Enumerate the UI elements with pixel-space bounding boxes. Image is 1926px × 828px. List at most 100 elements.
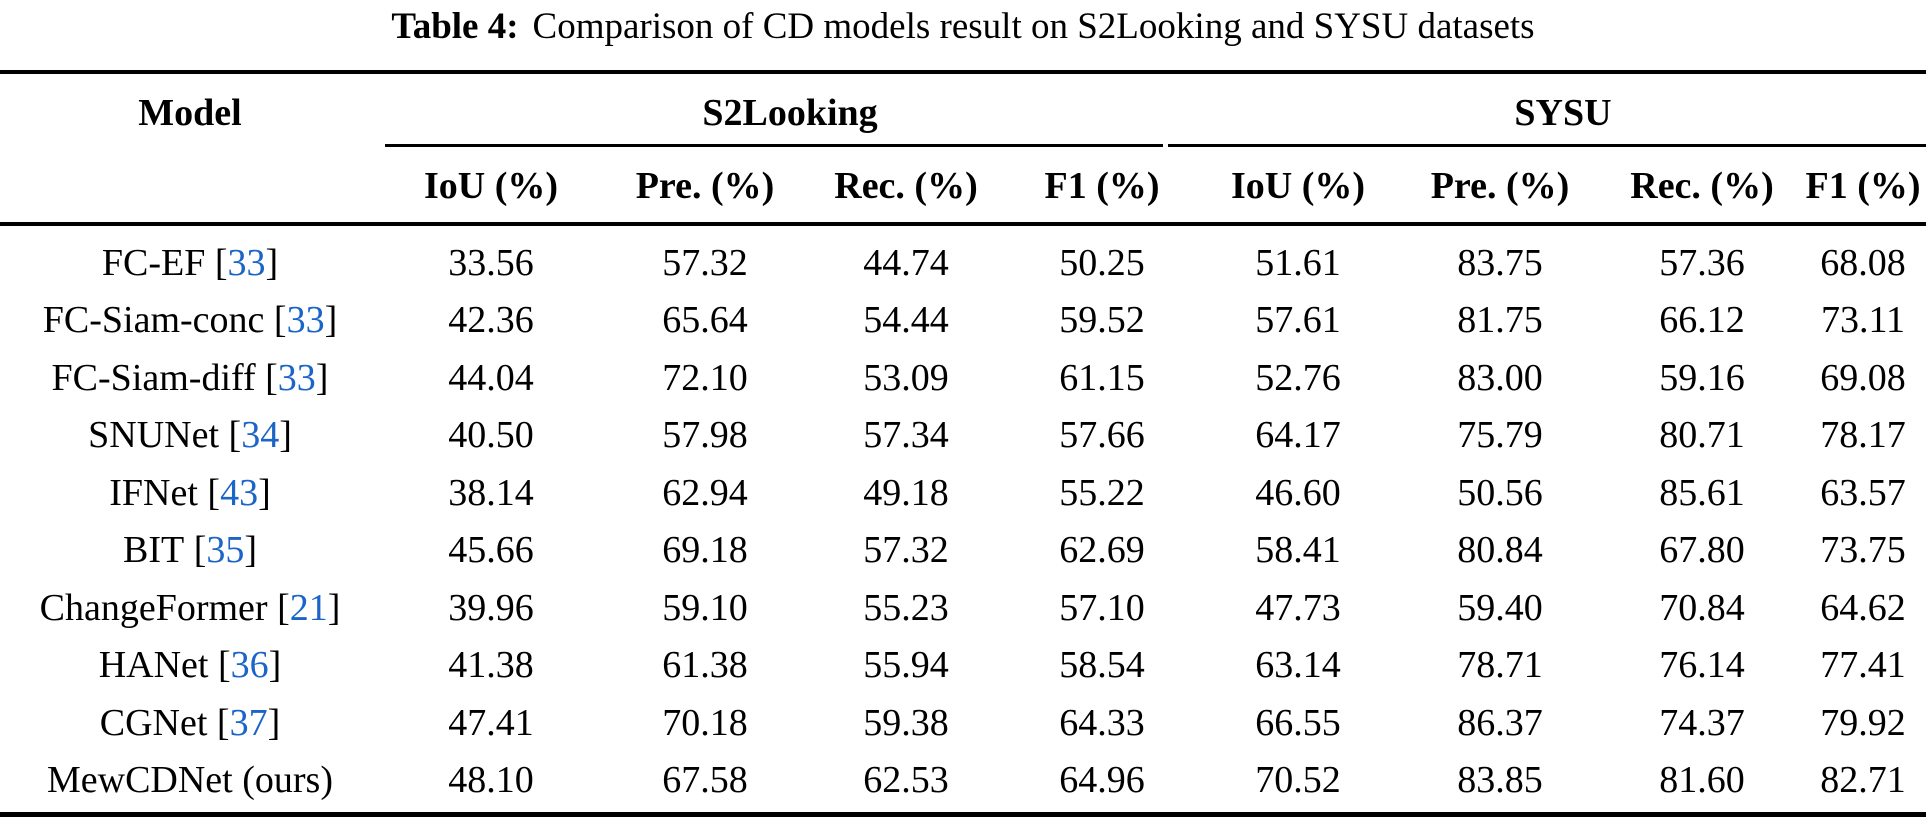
metric-value: 57.32 bbox=[863, 529, 949, 572]
metric-value: 40.50 bbox=[448, 414, 534, 457]
metric-value: 67.80 bbox=[1659, 529, 1745, 572]
citation-bracket-close: ] bbox=[258, 471, 271, 514]
model-name: SNUNet [34] bbox=[0, 407, 380, 465]
column-header-sysu-pre: Pre. (%) bbox=[1430, 165, 1570, 207]
model-name: FC-Siam-diff [33] bbox=[0, 349, 380, 407]
citation-link[interactable]: 36 bbox=[230, 644, 269, 687]
metric-value: 61.15 bbox=[1059, 356, 1145, 399]
metric-value: 38.14 bbox=[448, 471, 534, 514]
model-name-text: CGNet bbox=[99, 701, 217, 744]
metric-value: 57.36 bbox=[1659, 241, 1745, 284]
citation-link[interactable]: 43 bbox=[220, 471, 259, 514]
metric-value: 33.56 bbox=[448, 241, 534, 284]
model-name: FC-EF [33] bbox=[0, 234, 380, 292]
model-name: FC-Siam-conc [33] bbox=[0, 292, 380, 350]
column-header-s2l-f1: F1 (%) bbox=[1044, 165, 1160, 207]
table-bottom-rule bbox=[0, 812, 1926, 817]
model-name: IFNet [43] bbox=[0, 464, 380, 522]
citation-link[interactable]: 34 bbox=[241, 414, 280, 457]
metric-value: 78.17 bbox=[1820, 414, 1906, 457]
citation-bracket-close: ] bbox=[265, 241, 279, 284]
metric-value: 41.38 bbox=[448, 644, 534, 687]
citation-bracket-open: [ bbox=[193, 529, 207, 572]
citation-bracket-open: [ bbox=[216, 701, 230, 744]
column-header-sysu-f1: F1 (%) bbox=[1805, 165, 1921, 207]
sysu-group-rule bbox=[1168, 144, 1926, 147]
citation-bracket-open: [ bbox=[214, 241, 228, 284]
model-name: ChangeFormer [21] bbox=[0, 579, 380, 637]
metric-value: 47.73 bbox=[1255, 586, 1341, 629]
citation-bracket-close: ] bbox=[315, 356, 329, 399]
table-row: SNUNet [34] 40.50 57.98 57.34 57.66 64.17 75.7… bbox=[0, 407, 1926, 465]
metric-value: 44.74 bbox=[863, 241, 949, 284]
metric-value: 68.08 bbox=[1820, 241, 1906, 284]
model-name-text: BIT bbox=[122, 529, 194, 572]
metric-value: 62.53 bbox=[863, 759, 949, 802]
table-top-rule bbox=[0, 70, 1926, 74]
metric-value: 50.56 bbox=[1457, 471, 1543, 514]
citation-bracket-open: [ bbox=[273, 299, 287, 342]
metric-value: 39.96 bbox=[448, 586, 534, 629]
metric-value: 55.23 bbox=[863, 586, 949, 629]
metric-value: 77.41 bbox=[1820, 644, 1906, 687]
table-caption: Table 4: Comparison of CD models result … bbox=[0, 0, 1926, 52]
table-row: CGNet [37] 47.41 70.18 59.38 64.33 66.55 86.37… bbox=[0, 694, 1926, 752]
metric-value: 80.71 bbox=[1659, 414, 1745, 457]
citation-link[interactable]: 33 bbox=[277, 356, 316, 399]
metric-value: 50.25 bbox=[1059, 241, 1145, 284]
metric-value: 57.66 bbox=[1059, 414, 1145, 457]
citation-bracket-close: ] bbox=[267, 701, 281, 744]
citation-link[interactable]: 33 bbox=[286, 299, 325, 342]
model-name-text: SNUNet bbox=[88, 414, 229, 457]
metric-value: 47.41 bbox=[448, 701, 534, 744]
metric-value: 57.10 bbox=[1059, 586, 1145, 629]
citation-link[interactable]: 33 bbox=[227, 241, 266, 284]
metric-value: 52.76 bbox=[1255, 356, 1341, 399]
metric-value: 54.44 bbox=[863, 299, 949, 342]
metric-value: 55.94 bbox=[863, 644, 949, 687]
table-caption-text: Comparison of CD models result on S2Look… bbox=[532, 5, 1535, 47]
metric-value: 79.92 bbox=[1820, 701, 1906, 744]
metric-value: 48.10 bbox=[448, 759, 534, 802]
metric-value: 58.41 bbox=[1255, 529, 1341, 572]
model-name-text: MewCDNet (ours) bbox=[46, 759, 333, 802]
metric-value: 61.38 bbox=[662, 644, 748, 687]
metric-value: 57.61 bbox=[1255, 299, 1341, 342]
table-row: FC-Siam-conc [33] 42.36 65.64 54.44 59.52 57.… bbox=[0, 292, 1926, 350]
s2looking-group-rule bbox=[385, 144, 1163, 147]
table-row: IFNet [43] 38.14 62.94 49.18 55.22 46.60 50.56… bbox=[0, 464, 1926, 522]
metric-value: 45.66 bbox=[448, 529, 534, 572]
metric-value: 66.55 bbox=[1255, 701, 1341, 744]
table-row: MewCDNet (ours) 48.10 67.58 62.53 64.96 70.52… bbox=[0, 752, 1926, 810]
citation-bracket-open: [ bbox=[228, 414, 242, 457]
group-header-sysu: SYSU bbox=[1514, 92, 1612, 134]
column-header-sysu-iou: IoU (%) bbox=[1230, 165, 1366, 207]
metric-value: 73.11 bbox=[1820, 299, 1906, 342]
citation-link[interactable]: 21 bbox=[289, 586, 328, 629]
citation-bracket-open: [ bbox=[217, 644, 231, 687]
metric-value: 42.36 bbox=[448, 299, 534, 342]
table-body: FC-EF [33] 33.56 57.32 44.74 50.25 51.61 83.75… bbox=[0, 234, 1926, 809]
metric-value: 66.12 bbox=[1659, 299, 1745, 342]
metric-value: 70.52 bbox=[1255, 759, 1341, 802]
metric-value: 63.57 bbox=[1820, 471, 1906, 514]
metric-value: 81.75 bbox=[1457, 299, 1543, 342]
metric-value: 70.84 bbox=[1659, 586, 1745, 629]
model-name-text: FC-Siam-diff bbox=[51, 356, 266, 399]
metric-value: 59.38 bbox=[863, 701, 949, 744]
column-header-s2l-iou: IoU (%) bbox=[423, 165, 559, 207]
citation-bracket-close: ] bbox=[324, 299, 338, 342]
metric-value: 49.18 bbox=[863, 471, 949, 514]
metric-value: 64.17 bbox=[1255, 414, 1341, 457]
metric-value: 70.18 bbox=[662, 701, 748, 744]
metric-value: 55.22 bbox=[1059, 471, 1145, 514]
metric-value: 63.14 bbox=[1255, 644, 1341, 687]
metric-value: 44.04 bbox=[448, 356, 534, 399]
model-name: BIT [35] bbox=[0, 522, 380, 580]
citation-link[interactable]: 35 bbox=[206, 529, 245, 572]
column-header-sysu-rec: Rec. (%) bbox=[1630, 165, 1774, 207]
group-header-s2looking: S2Looking bbox=[702, 92, 878, 134]
citation-link[interactable]: 37 bbox=[229, 701, 268, 744]
metric-value: 83.00 bbox=[1457, 356, 1543, 399]
model-name: CGNet [37] bbox=[0, 694, 380, 752]
